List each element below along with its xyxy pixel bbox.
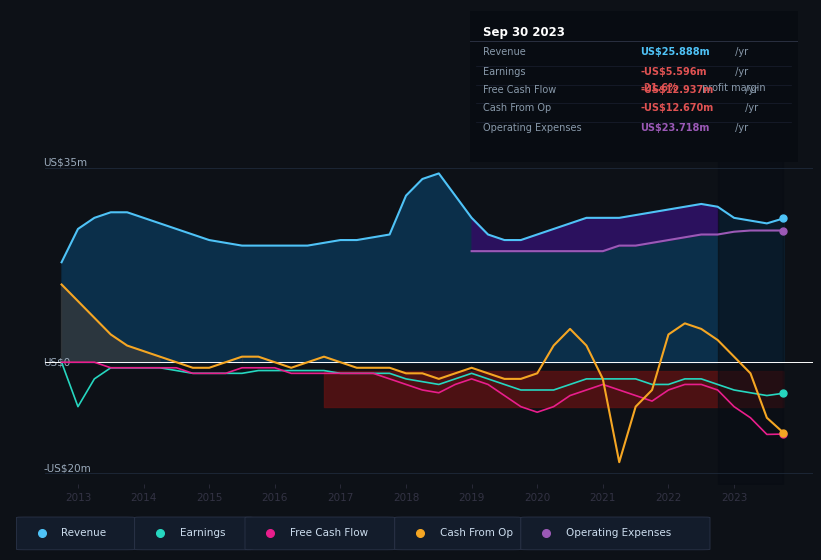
FancyBboxPatch shape — [521, 517, 710, 550]
Text: -US$20m: -US$20m — [44, 463, 91, 473]
Text: /yr: /yr — [732, 67, 749, 77]
Text: Cash From Op: Cash From Op — [440, 529, 512, 538]
FancyBboxPatch shape — [245, 517, 395, 550]
Text: /yr: /yr — [741, 85, 758, 95]
Text: US$23.718m: US$23.718m — [640, 123, 710, 133]
Text: Operating Expenses: Operating Expenses — [483, 123, 581, 133]
Text: US$35m: US$35m — [44, 158, 88, 168]
Text: -US$12.937m: -US$12.937m — [640, 85, 713, 95]
Text: Free Cash Flow: Free Cash Flow — [483, 85, 556, 95]
Text: Operating Expenses: Operating Expenses — [566, 529, 671, 538]
Text: /yr: /yr — [732, 47, 749, 57]
Text: -21.6%: -21.6% — [640, 83, 678, 94]
Text: Cash From Op: Cash From Op — [483, 103, 551, 113]
Text: Sep 30 2023: Sep 30 2023 — [483, 26, 565, 39]
Text: Revenue: Revenue — [483, 47, 525, 57]
Text: -US$12.670m: -US$12.670m — [640, 103, 713, 113]
Text: Earnings: Earnings — [483, 67, 525, 77]
Text: /yr: /yr — [732, 123, 749, 133]
Text: US$25.888m: US$25.888m — [640, 47, 710, 57]
FancyBboxPatch shape — [135, 517, 253, 550]
Text: /yr: /yr — [741, 103, 758, 113]
Text: US$0: US$0 — [44, 357, 71, 367]
Text: profit margin: profit margin — [699, 83, 765, 94]
Text: Earnings: Earnings — [180, 529, 225, 538]
FancyBboxPatch shape — [16, 517, 135, 550]
FancyBboxPatch shape — [395, 517, 521, 550]
Text: Revenue: Revenue — [62, 529, 107, 538]
Text: Free Cash Flow: Free Cash Flow — [290, 529, 368, 538]
Text: -US$5.596m: -US$5.596m — [640, 67, 707, 77]
